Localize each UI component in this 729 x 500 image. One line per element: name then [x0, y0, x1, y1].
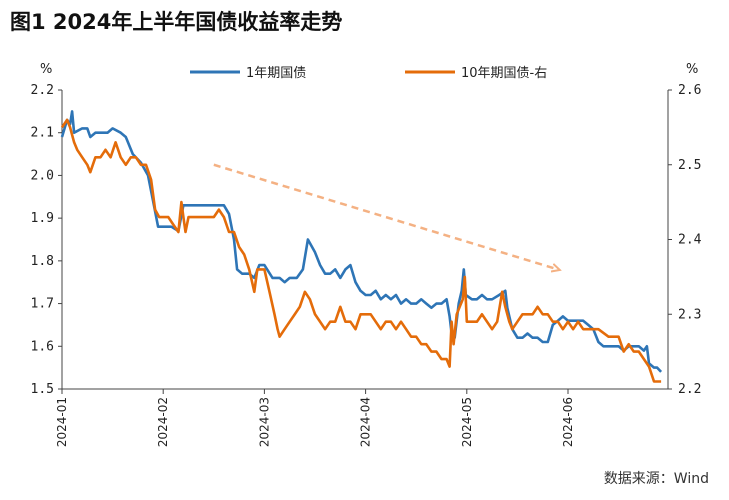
right-tick-label: 2.3	[678, 307, 701, 322]
right-tick-label: 2.6	[678, 83, 701, 98]
x-tick-label: 2024-04	[359, 397, 373, 447]
left-tick-label: 1.6	[31, 339, 54, 354]
chart-title: 图1 2024年上半年国债收益率走势	[10, 10, 343, 34]
left-tick-label: 1.9	[31, 211, 54, 226]
right-tick-label: 2.4	[678, 233, 702, 248]
left-tick-label: 1.8	[31, 254, 54, 269]
x-tick-label: 2024-05	[460, 397, 474, 447]
legend-label-1y: 1年期国债	[246, 66, 306, 81]
x-tick-label: 2024-03	[257, 397, 271, 447]
left-tick-label: 1.5	[31, 382, 54, 397]
trend-arrow	[213, 163, 558, 270]
right-axis-unit: %	[686, 62, 698, 77]
data-source: 数据来源：Wind	[603, 471, 709, 487]
left-tick-label: 1.7	[31, 297, 54, 312]
legend: 1年期国债 10年期国债-右	[190, 66, 547, 81]
left-tick-label: 2.1	[31, 126, 54, 141]
axis-layer: 2.2 2.1 2.0 1.9 1.8 1.7 1.6 1.5 2.6 2.5 2.4 2.3 2.2 2…	[31, 83, 702, 447]
legend-label-10y: 10年期国债-右	[461, 66, 547, 81]
plot-frame	[61, 90, 669, 390]
left-tick-label: 2.2	[31, 83, 54, 98]
series-layer	[60, 110, 663, 383]
x-tick-label: 2024-06	[561, 397, 575, 447]
x-tick-label: 2024-02	[156, 397, 170, 447]
series-line-1y	[60, 110, 663, 373]
x-tick-label: 2024-01	[55, 397, 69, 447]
left-tick-label: 2.0	[31, 168, 54, 183]
trend-arrow-line	[213, 163, 558, 270]
right-tick-label: 2.2	[678, 382, 701, 397]
left-axis-unit: %	[40, 62, 52, 77]
series-line-10y	[60, 118, 662, 383]
right-tick-label: 2.5	[678, 158, 701, 173]
